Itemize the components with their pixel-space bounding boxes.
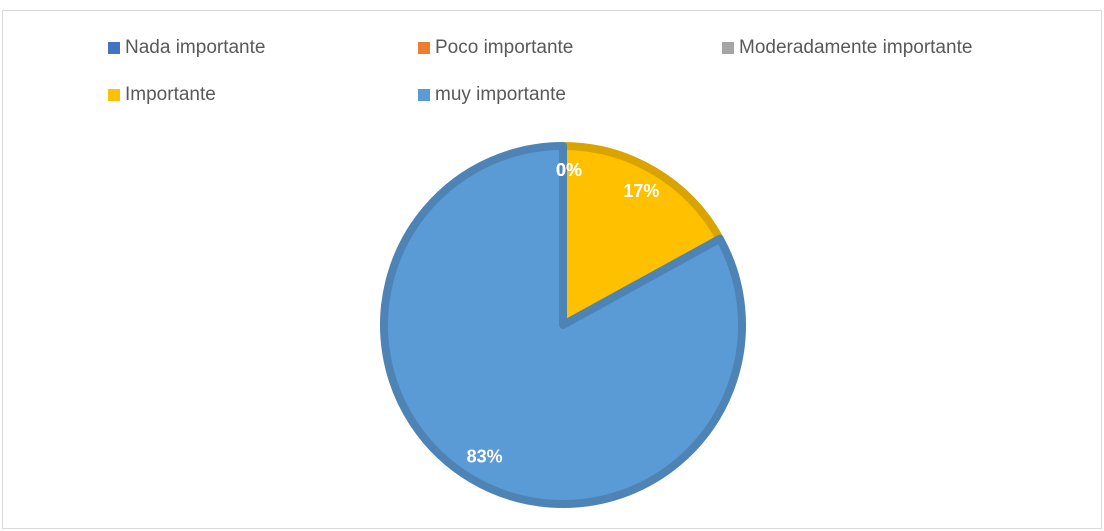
data-label: 17% xyxy=(623,181,659,201)
legend-label: muy importante xyxy=(435,84,566,105)
legend-label: Importante xyxy=(125,84,216,105)
legend-label: Poco importante xyxy=(435,37,573,58)
legend-label: Nada importante xyxy=(125,37,265,58)
legend-label: Moderadamente importante xyxy=(739,37,972,58)
pie-slice xyxy=(380,142,746,508)
data-label: 0% xyxy=(556,160,582,180)
legend-swatch xyxy=(418,42,430,54)
data-label: 83% xyxy=(467,446,503,466)
legend-swatch xyxy=(722,42,734,54)
legend-swatch xyxy=(418,89,430,101)
data-label: 0% xyxy=(556,160,582,180)
legend-swatch xyxy=(108,89,120,101)
legend-swatch xyxy=(108,42,120,54)
pie-slice xyxy=(559,142,724,329)
data-label: 0% xyxy=(556,160,582,180)
